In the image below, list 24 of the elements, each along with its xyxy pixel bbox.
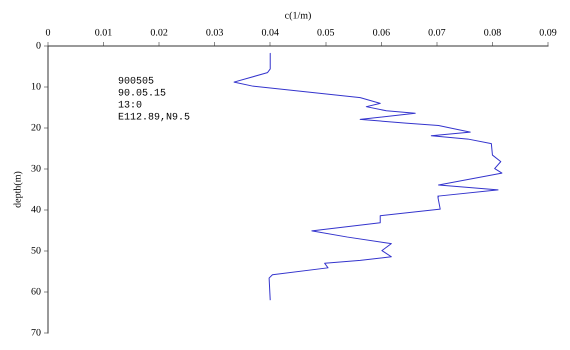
x-tick-label: 0.05 [317,28,335,39]
y-tick-label: 0 [36,40,41,52]
annotation: 900505 [118,76,154,88]
y-tick-label: 60 [31,286,41,298]
x-tick-label: 0.03 [206,28,224,39]
annotation: 13:0 [118,100,142,112]
x-tick-label: 0.09 [539,28,557,39]
y-tick-label: 70 [31,328,41,339]
x-tick-label: 0.01 [94,28,112,39]
y-tick-label: 20 [31,122,41,134]
y-tick-label: 10 [31,82,41,93]
y-tick-label: 50 [31,246,41,257]
annotation: E112.89,N9.5 [118,112,190,124]
annotation: 90.05.15 [118,88,166,100]
x-tick-label: 0.07 [428,28,446,39]
x-tick-label: 0.04 [261,28,279,39]
x-axis-title: c(1/m) [284,10,312,22]
y-tick-label: 30 [31,164,41,175]
x-tick-label: 0.08 [484,28,502,39]
x-tick-label: 0.06 [372,28,390,39]
y-axis-title: depth(m) [12,171,24,208]
x-tick-label: 0.02 [150,28,168,39]
y-tick-label: 40 [31,204,41,216]
x-tick-label: 0 [46,28,50,39]
